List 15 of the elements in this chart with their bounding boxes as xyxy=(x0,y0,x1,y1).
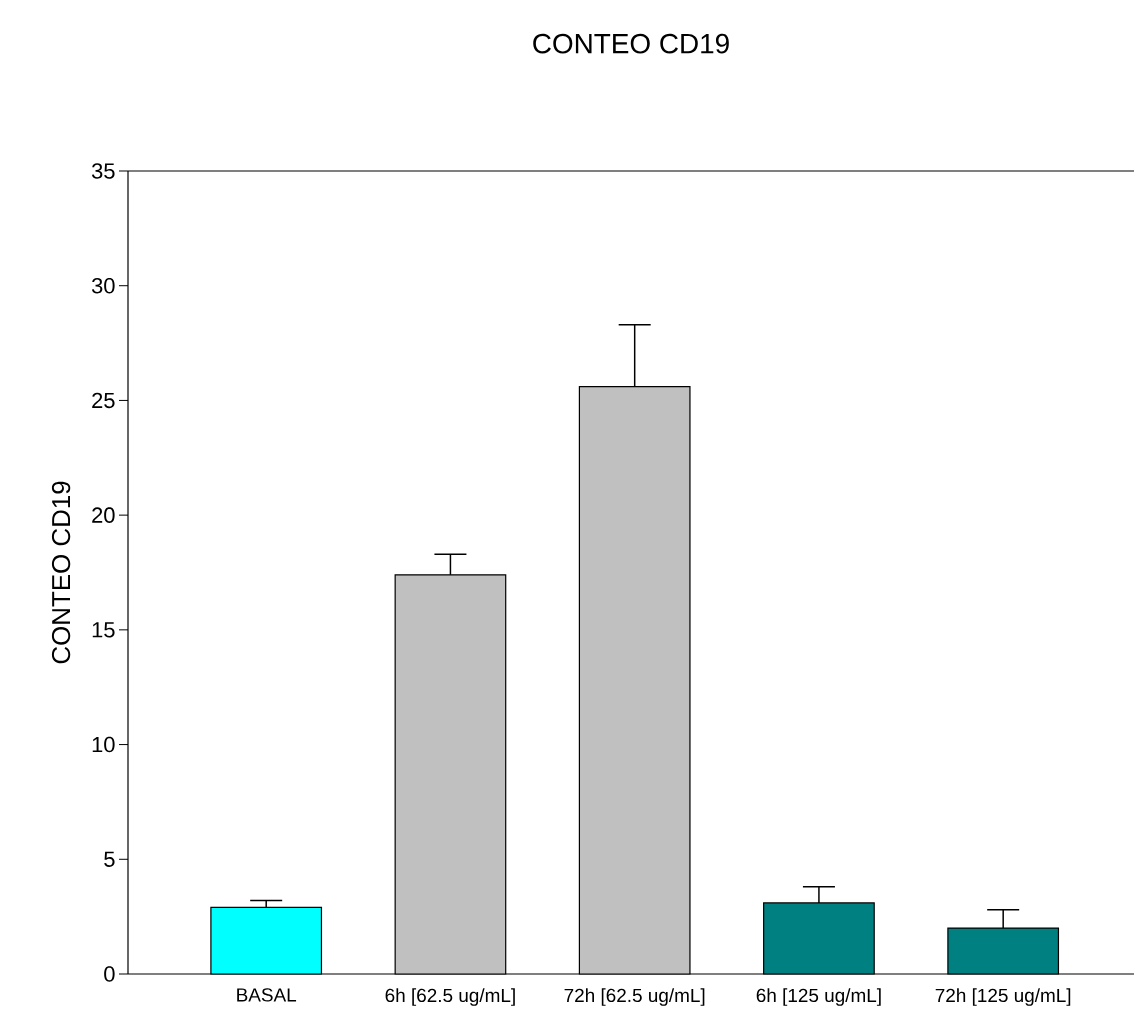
y-tick-label: 25 xyxy=(92,392,115,409)
x-tick-label: 72h [125 ug/mL] xyxy=(935,988,1071,1006)
x-tick-label: 6h [62.5 ug/mL] xyxy=(385,988,515,1006)
x-tick-label: 6h [125 ug/mL] xyxy=(756,988,881,1006)
x-tick-label: 72h [62.5 ug/mL] xyxy=(564,988,705,1006)
y-tick-label: 0 xyxy=(104,966,115,982)
y-axis-title: CONTEO CD19 xyxy=(51,481,71,664)
chart-title: CONTEO CD19 xyxy=(533,33,729,54)
y-tick-label: 10 xyxy=(92,736,115,753)
y-tick-label: 20 xyxy=(92,507,115,523)
y-tick-label: 30 xyxy=(91,277,115,294)
y-tick-label: 35 xyxy=(91,163,115,179)
y-tick-label: 5 xyxy=(104,851,115,867)
x-tick-label: BASAL xyxy=(237,988,297,1002)
y-tick-label: 15 xyxy=(92,622,115,638)
